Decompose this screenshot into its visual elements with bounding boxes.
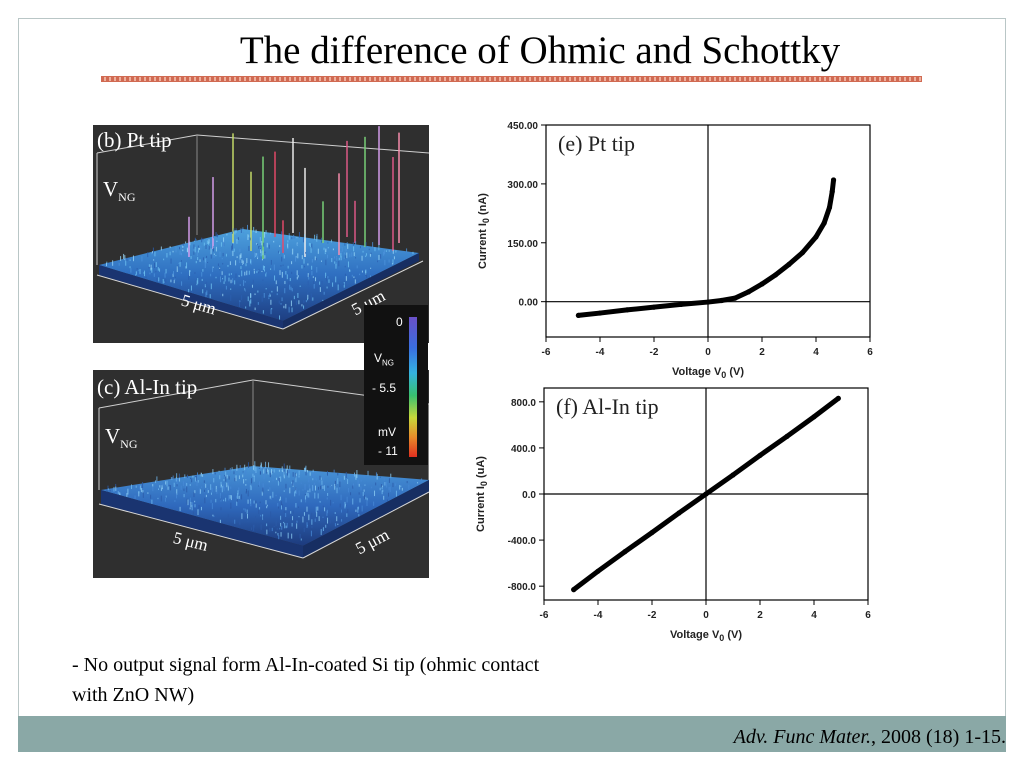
data-point	[678, 301, 684, 308]
chart-title: (f) Al-In tip	[556, 394, 659, 419]
chart-pt-tip-iv-svg: -6 -4 -2 0 2 4 6 0.00 150.00 300.00 450.00 (e) Pt t…	[477, 121, 873, 380]
data-point	[622, 549, 628, 555]
x-tick-label: -2	[650, 347, 659, 358]
panel-b-vng-label: VNG	[103, 177, 136, 205]
surface-plot-al-in-tip-graphic	[98, 379, 429, 559]
colorbar-vng-label: VNG	[374, 351, 395, 368]
data-point	[649, 529, 655, 536]
y-tick-label: 400.0	[511, 444, 536, 455]
x-tick-label: 6	[865, 610, 871, 621]
data-point	[571, 587, 577, 593]
x-tick-label: -4	[594, 610, 603, 621]
citation-journal: Adv. Func Mater.	[733, 726, 872, 748]
colorbar-unit-label: mV	[378, 425, 396, 439]
y-tick-label: 800.0	[511, 398, 536, 409]
data-point	[826, 204, 833, 211]
x-tick-label: -2	[648, 610, 657, 621]
data-point	[676, 510, 682, 516]
data-point	[830, 177, 837, 183]
colorbar-gradient	[409, 317, 417, 457]
data-point	[732, 295, 738, 301]
colorbar-top-label: 0	[396, 315, 403, 329]
chart-al-in-tip-iv-svg: -6 -4 -2 0 2 4 6 -800.0 -400.0 0.0 400.0 800.0 (f) A…	[475, 387, 871, 643]
panel-b-label: (b) Pt tip	[97, 128, 172, 152]
data-point	[705, 299, 711, 305]
data-point	[757, 452, 763, 459]
x-tick-label: 2	[757, 610, 763, 621]
data-point	[772, 272, 779, 278]
chart-al-in-tip-iv: -6 -4 -2 0 2 4 6 -800.0 -400.0 0.0 400.0 800.0 (f) A…	[462, 385, 882, 645]
caption-line-1: - No output signal form Al-In-coated Si …	[72, 654, 540, 676]
surface-plot-pt-tip-graphic	[96, 126, 429, 330]
y-tick-label: 450.00	[507, 121, 538, 132]
x-tick-label: 6	[867, 347, 873, 358]
data-point	[575, 312, 581, 319]
title-underline	[101, 76, 922, 82]
data-point	[821, 220, 827, 226]
data-point	[799, 249, 806, 256]
y-tick-label: -800.0	[508, 582, 537, 593]
chart-pt-tip-iv: -6 -4 -2 0 2 4 6 0.00 150.00 300.00 450.00 (e) Pt t…	[462, 120, 882, 385]
y-tick-label: 0.00	[519, 298, 539, 309]
data-point	[745, 289, 752, 295]
x-tick-label: 0	[705, 347, 711, 358]
x-axis-label: Voltage V0 (V)	[670, 629, 742, 643]
data-point	[829, 189, 835, 195]
x-tick-label: -6	[542, 347, 551, 358]
x-tick-label: -6	[540, 610, 549, 621]
data-point	[730, 472, 736, 478]
data-point	[597, 310, 603, 316]
citation: Adv. Func Mater., 2008 (18) 1-15.	[734, 726, 1006, 749]
data-point	[718, 297, 725, 304]
iv-curve	[575, 177, 837, 318]
data-point	[811, 414, 817, 420]
x-tick-label: 2	[759, 347, 765, 358]
caption-line-2: with ZnO NW)	[72, 684, 195, 706]
data-point	[703, 491, 709, 497]
x-axis-label: Voltage V0 (V)	[672, 366, 744, 380]
colorbar-bottom-label: - 11	[378, 444, 398, 458]
x-tick-label: 0	[703, 610, 709, 621]
y-tick-label: 300.00	[507, 180, 538, 191]
data-point	[784, 433, 790, 439]
panel-c-label: (c) Al-In tip	[97, 375, 198, 399]
chart-title: (e) Pt tip	[558, 131, 635, 156]
colorbar-mid-label: - 5.5	[372, 381, 397, 395]
slide-title: The difference of Ohmic and Schottky	[239, 29, 841, 72]
data-point	[595, 568, 601, 574]
panel-c-vng-label: VNG	[105, 424, 138, 452]
x-tick-label: 4	[813, 347, 819, 358]
y-axis-label: Current I0 (nA)	[477, 193, 491, 269]
footer-bar	[18, 716, 1006, 752]
citation-details: , 2008 (18) 1-15.	[871, 726, 1006, 748]
data-point	[624, 307, 630, 313]
y-tick-label: -400.0	[508, 536, 537, 547]
data-point	[651, 304, 657, 310]
y-tick-label: 0.0	[522, 490, 536, 501]
x-tick-label: -4	[596, 347, 605, 358]
data-point	[835, 395, 841, 401]
x-tick-label: 4	[811, 610, 817, 621]
colorbar-legend: 0 VNG - 5.5 mV - 11	[364, 305, 428, 465]
data-point	[786, 261, 792, 267]
data-point	[759, 281, 765, 287]
slide-caption: - No output signal form Al-In-coated Si …	[72, 650, 772, 710]
y-tick-label: 150.00	[507, 239, 538, 250]
y-axis-label: Current I0 (uA)	[475, 456, 489, 532]
data-point	[813, 234, 819, 240]
